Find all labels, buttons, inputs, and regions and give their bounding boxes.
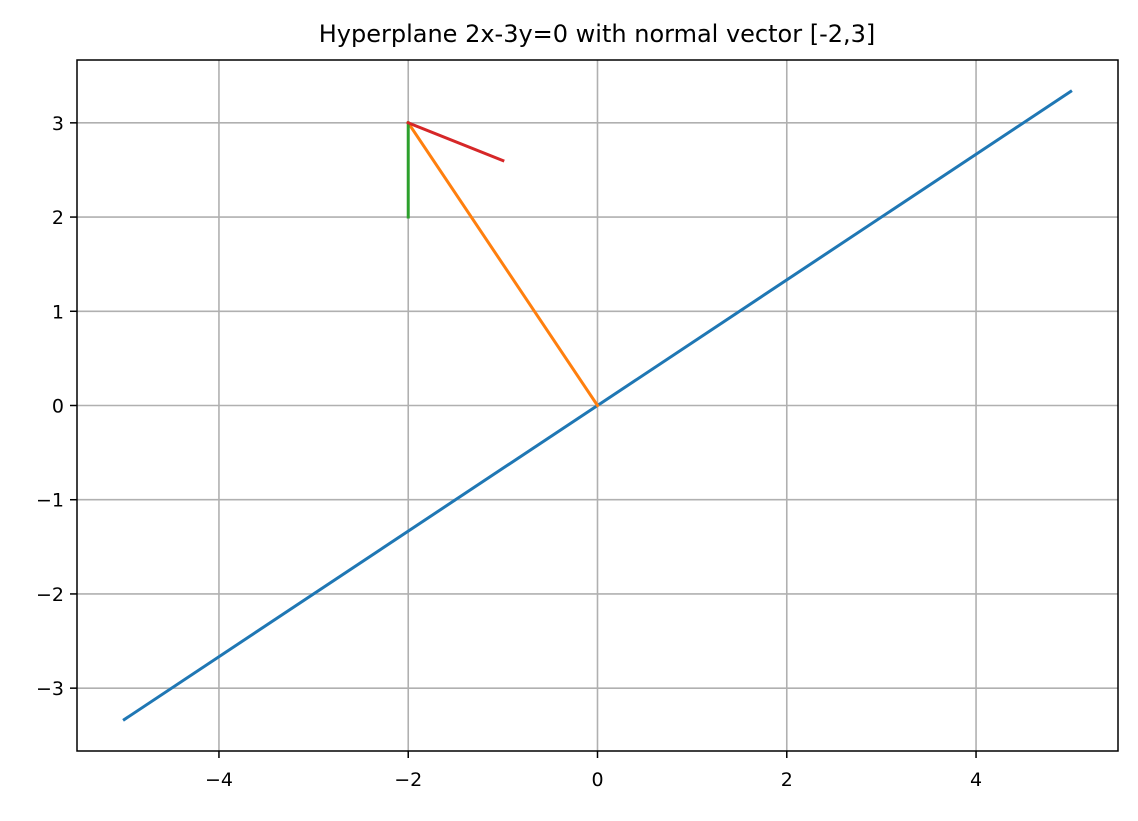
y-tick-label: −3: [36, 678, 64, 700]
y-tick-label: 1: [52, 301, 64, 323]
series-line-4: [406, 120, 505, 163]
axis-ticks: −4 −2 0 2 4 −3 −2 −1 0 1 2 3: [36, 113, 982, 791]
x-tick-label: −2: [394, 769, 422, 791]
series-lines: [122, 89, 1073, 722]
y-tick-label: −1: [36, 490, 64, 512]
x-tick-label: 0: [591, 769, 603, 791]
y-tick-label: −2: [36, 584, 64, 606]
x-tick-label: 4: [970, 769, 982, 791]
y-tick-label: 2: [52, 207, 64, 229]
y-tick-label: 3: [52, 113, 64, 135]
series-line-2: [406, 120, 600, 408]
chart-title: Hyperplane 2x-3y=0 with normal vector [-…: [319, 20, 876, 48]
x-tick-label: −4: [205, 769, 233, 791]
x-tick-label: 2: [781, 769, 793, 791]
y-tick-label: 0: [52, 396, 64, 418]
